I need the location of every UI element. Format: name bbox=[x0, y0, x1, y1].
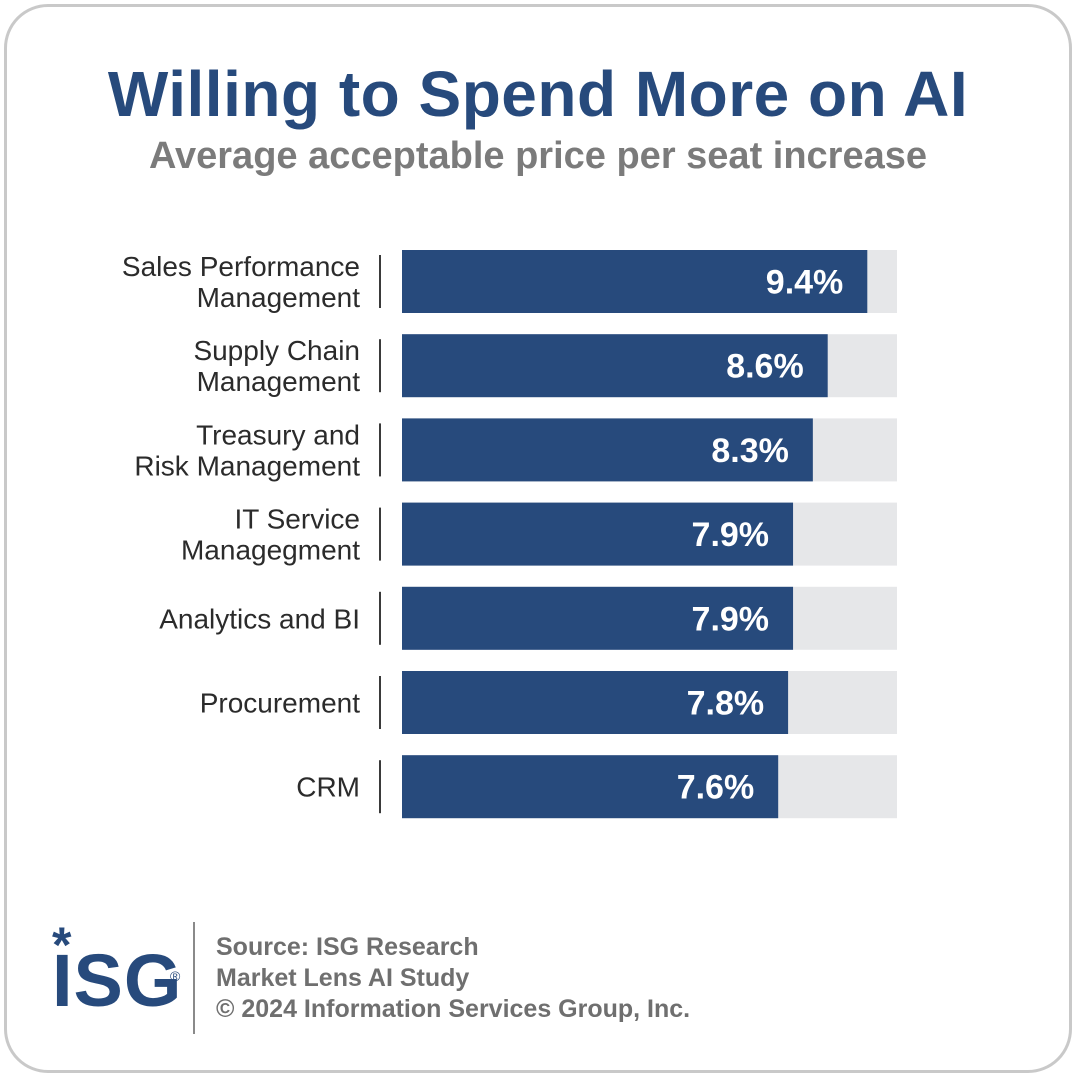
category-label: Risk Management bbox=[134, 450, 360, 481]
logo-wordmark: ISG bbox=[52, 939, 183, 1022]
category-label: Management bbox=[197, 366, 361, 397]
registered-mark-icon: ® bbox=[170, 968, 181, 984]
category-label: Treasury and bbox=[196, 419, 360, 450]
chart-subtitle: Average acceptable price per seat increa… bbox=[148, 135, 928, 177]
copyright-line: © 2024 Information Services Group, Inc. bbox=[216, 995, 691, 1023]
category-label: CRM bbox=[296, 772, 360, 803]
bar-value-label: 7.8% bbox=[687, 685, 765, 723]
isg-logo: * ISG ® bbox=[52, 920, 187, 1025]
bar bbox=[402, 250, 868, 313]
asterisk-icon: * bbox=[52, 917, 72, 973]
source-line: Market Lens AI Study bbox=[216, 964, 470, 992]
category-label: IT Service bbox=[234, 504, 360, 535]
bar bbox=[402, 334, 828, 398]
category-label: Managegment bbox=[181, 535, 360, 566]
bar-value-label: 8.6% bbox=[726, 348, 804, 386]
bar-value-label: 7.6% bbox=[677, 769, 755, 807]
bar-value-label: 9.4% bbox=[766, 264, 844, 302]
source-note: Source: ISG Research Market Lens AI Stud… bbox=[216, 932, 690, 1025]
bar bbox=[402, 502, 794, 566]
bar bbox=[402, 418, 813, 482]
bar bbox=[402, 586, 794, 650]
bar-value-label: 7.9% bbox=[692, 516, 770, 554]
category-label: Procurement bbox=[200, 688, 361, 719]
chart-title: Willing to Spend More on AI bbox=[107, 58, 969, 130]
bar-value-label: 8.3% bbox=[711, 432, 789, 470]
bar bbox=[402, 671, 789, 734]
category-label: Analytics and BI bbox=[159, 603, 360, 634]
source-line: Source: ISG Research bbox=[216, 933, 479, 961]
category-label: Management bbox=[197, 282, 361, 313]
bar-value-label: 7.9% bbox=[692, 600, 770, 638]
category-label: Supply Chain bbox=[193, 335, 360, 366]
footer-divider bbox=[193, 922, 195, 1034]
bar bbox=[402, 755, 779, 819]
category-label: Sales Performance bbox=[122, 251, 360, 282]
